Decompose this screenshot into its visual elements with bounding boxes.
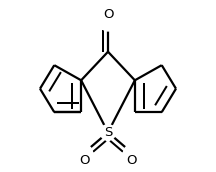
Text: O: O <box>79 154 90 168</box>
Circle shape <box>100 15 116 31</box>
Text: S: S <box>104 126 112 139</box>
Circle shape <box>77 145 92 160</box>
Circle shape <box>100 125 116 140</box>
Text: O: O <box>126 154 137 168</box>
Text: O: O <box>103 8 113 21</box>
Circle shape <box>124 145 139 160</box>
